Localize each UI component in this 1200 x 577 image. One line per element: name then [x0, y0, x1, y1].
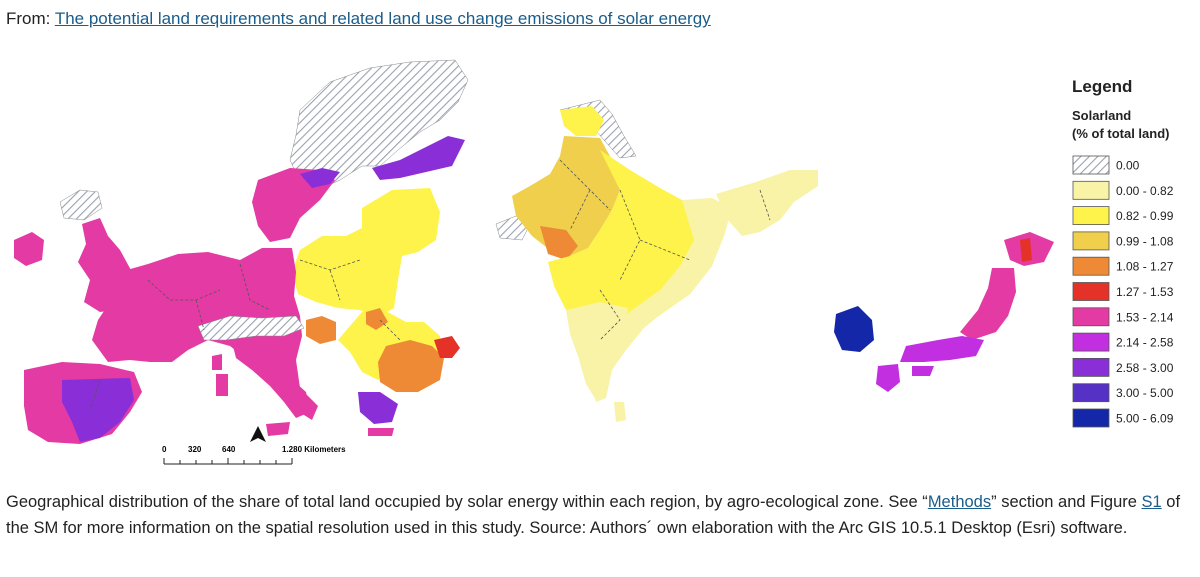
- legend-label: 0.82 - 0.99: [1116, 209, 1174, 223]
- bulgaria-region: [378, 340, 444, 392]
- figure-caption: Geographical distribution of the share o…: [6, 489, 1196, 541]
- sicily-region: [266, 422, 290, 436]
- east-asia-map: [834, 232, 1054, 392]
- finland-region: [372, 136, 465, 180]
- corsica-region: [212, 354, 222, 370]
- sri-lanka-region: [614, 402, 626, 422]
- legend-swatch: [1072, 282, 1110, 301]
- northeast-india-region: [716, 170, 818, 236]
- map-figure: 0 320 640 1.280 Kilometers: [0, 40, 1200, 480]
- legend-subtitle-line2: (% of total land): [1072, 126, 1170, 141]
- legend-swatch: [1072, 383, 1110, 403]
- from-label: From:: [6, 9, 51, 28]
- kyushu-region: [876, 364, 900, 392]
- iceland-region: [59, 189, 103, 221]
- caption-text-1: Geographical distribution of the share o…: [6, 493, 928, 511]
- europe-map: [14, 59, 469, 444]
- kashmir-yellow-region: [560, 106, 604, 136]
- map-legend: Legend Solarland (% of total land) 0.000…: [1072, 77, 1174, 428]
- northwest-india-region: [512, 136, 620, 256]
- methods-link[interactable]: Methods: [927, 493, 992, 511]
- legend-swatch: [1072, 206, 1110, 226]
- legend-swatch: [1072, 307, 1110, 327]
- legend-label: 1.08 - 1.27: [1116, 260, 1174, 274]
- legend-swatch: [1072, 357, 1110, 377]
- caption-text-2: ” section and Figure: [991, 493, 1142, 511]
- gujarat-orange-region: [540, 226, 578, 260]
- norway-purple-region: [300, 168, 340, 188]
- shikoku-region: [912, 366, 934, 376]
- legend-label: 2.58 - 3.00: [1116, 361, 1174, 375]
- legend-swatch: [1072, 180, 1110, 200]
- scale-tick-1280: 1.280 Kilometers: [282, 445, 346, 454]
- legend-swatch: [1072, 256, 1110, 276]
- hungary-region: [306, 316, 336, 344]
- legend-label: 1.27 - 1.53: [1116, 285, 1174, 299]
- crete-region: [368, 428, 394, 436]
- legend-label: 3.00 - 5.00: [1116, 386, 1174, 400]
- legend-label: 1.53 - 2.14: [1116, 310, 1174, 324]
- europe-borders: [89, 259, 401, 411]
- india-borders: [559, 159, 771, 341]
- legend-label: 2.14 - 2.58: [1116, 336, 1174, 350]
- map-svg: 0 320 640 1.280 Kilometers: [14, 59, 1174, 465]
- turkey-edge-region: [434, 336, 460, 358]
- scale-tick-0: 0: [162, 445, 167, 454]
- legend-swatch: [1072, 332, 1110, 352]
- legend-swatch: [1072, 231, 1110, 251]
- honshu-north-region: [960, 268, 1016, 340]
- honshu-central-region: [900, 336, 984, 362]
- legend-label: 0.00 - 0.82: [1116, 184, 1174, 198]
- alps-hatched-region: [197, 315, 305, 341]
- spain-east-purple-region: [62, 378, 134, 442]
- south-india-region: [566, 302, 628, 400]
- bangladesh-gap: [732, 236, 752, 256]
- legend-swatch: [1072, 408, 1110, 428]
- india-map: [495, 99, 818, 422]
- ireland-region: [14, 232, 44, 266]
- legend-subtitle-line1: Solarland: [1072, 108, 1131, 123]
- article-link[interactable]: The potential land requirements and rela…: [54, 9, 711, 28]
- figure-s1-link[interactable]: S1: [1141, 493, 1162, 511]
- italy-region: [232, 342, 310, 418]
- scale-tick-320: 320: [188, 445, 202, 454]
- legend-label: 5.00 - 6.09: [1116, 412, 1174, 426]
- eastern-europe-region: [292, 188, 440, 318]
- legend-title: Legend: [1072, 77, 1132, 96]
- scale-tick-640: 640: [222, 445, 236, 454]
- hokkaido-red-strip: [1020, 238, 1032, 262]
- legend-label: 0.99 - 1.08: [1116, 234, 1174, 248]
- legend-swatch: [1072, 155, 1110, 175]
- legend-items: 0.00 0.00 - 0.82 0.82 - 0.99 0.99 - 1.08 1.0…: [1072, 155, 1174, 428]
- caption-text-3: of the SM for more information on the sp…: [6, 493, 1181, 537]
- scale-bar: 0 320 640 1.280 Kilometers: [162, 445, 346, 465]
- north-arrow-icon: [250, 426, 266, 442]
- south-korea-region: [834, 306, 874, 352]
- greece-region: [358, 392, 398, 424]
- balkans-region: [338, 310, 440, 380]
- romania-orange-region: [366, 308, 388, 330]
- source-line: From: The potential land requirements an…: [6, 9, 711, 29]
- sardinia-region: [216, 374, 228, 396]
- legend-label: 0.00: [1116, 159, 1140, 173]
